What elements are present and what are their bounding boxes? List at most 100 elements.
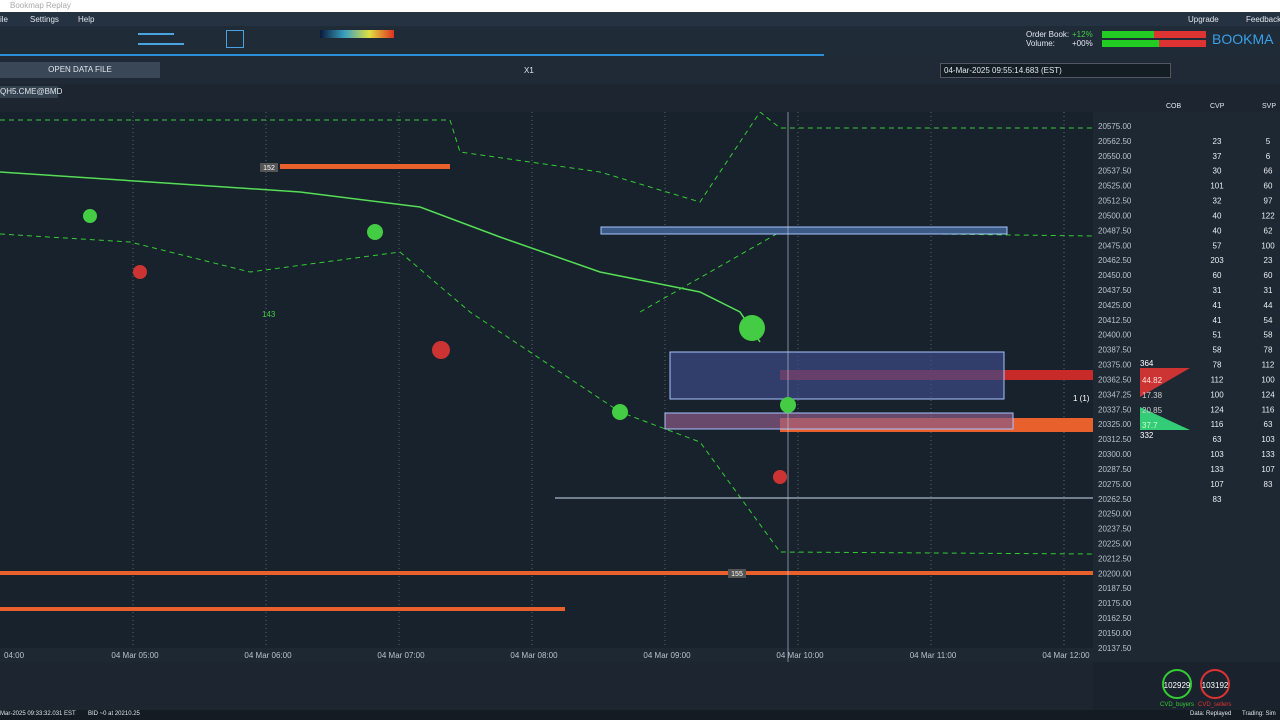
slider[interactable] <box>138 33 174 35</box>
time-label: 04 Mar 05:00 <box>111 651 159 660</box>
menu-bar: ile Settings Help Upgrade Feedback <box>0 12 1280 26</box>
price-label: 20425.00 <box>1098 301 1132 310</box>
volume-value: +00% <box>1072 39 1093 48</box>
band-line <box>639 231 1094 313</box>
slider[interactable] <box>138 43 184 45</box>
heatmap-slider[interactable] <box>320 30 394 38</box>
annotation: 44.82 <box>1142 376 1163 385</box>
annotation: 155 <box>731 571 743 578</box>
annotation: 1 (1) <box>1073 394 1090 403</box>
price-label: 20225.00 <box>1098 539 1132 548</box>
svp-value: 6 <box>1266 152 1271 161</box>
replay-bar: OPEN DATA FILE X1 04-Mar-2025 09:55:14.6… <box>0 56 1280 84</box>
svp-value: 5 <box>1266 137 1271 146</box>
liquidity-bar <box>280 164 450 169</box>
price-label: 20450.00 <box>1098 271 1132 280</box>
price-label: 20175.00 <box>1098 599 1132 608</box>
column-header[interactable]: CVP <box>1210 103 1225 110</box>
column-header[interactable]: SVP <box>1262 103 1276 110</box>
price-label: 20287.50 <box>1098 465 1132 474</box>
indicator-pane <box>0 662 1093 710</box>
price-label: 20462.50 <box>1098 256 1132 265</box>
price-label: 20400.00 <box>1098 331 1132 340</box>
cvp-value: 203 <box>1210 256 1224 265</box>
annotation: 20.85 <box>1142 406 1163 415</box>
price-label: 20550.00 <box>1098 152 1132 161</box>
tool-button[interactable] <box>226 30 244 48</box>
svp-value: 63 <box>1264 420 1273 429</box>
svp-value: 97 <box>1264 197 1273 206</box>
svp-value: 58 <box>1264 331 1273 340</box>
price-label: 20312.50 <box>1098 435 1132 444</box>
time-label: 04 Mar 06:00 <box>244 651 292 660</box>
price-label: 20300.00 <box>1098 450 1132 459</box>
column-header[interactable]: COB <box>1166 103 1182 110</box>
tab-bar: QH5.CME@BMD <box>0 84 1280 112</box>
cob-shape <box>1140 368 1190 397</box>
order-book-value: +12% <box>1072 30 1093 39</box>
price-label: 20200.00 <box>1098 569 1132 578</box>
tab[interactable]: QH5.CME@BMD <box>0 86 63 98</box>
svp-value: 31 <box>1264 286 1273 295</box>
speed[interactable]: X1 <box>524 66 534 75</box>
band-line <box>0 233 1094 555</box>
open-button[interactable]: OPEN DATA FILE <box>0 62 160 78</box>
cvp-value: 100 <box>1210 390 1224 399</box>
price-label: 20262.50 <box>1098 495 1132 504</box>
menu-item[interactable]: Help <box>78 15 95 24</box>
price-label: 20375.00 <box>1098 361 1132 370</box>
menu-item[interactable]: Settings <box>30 15 59 24</box>
datetime-field[interactable]: 04-Mar-2025 09:55:14.683 (EST) <box>940 63 1171 78</box>
legend: CVD_buyers <box>1160 702 1194 708</box>
price-label: 20250.00 <box>1098 510 1132 519</box>
order-book-label: Order Book: <box>1026 30 1070 39</box>
price-label: 20187.50 <box>1098 584 1132 593</box>
legend: CVD_sellers <box>1198 702 1231 708</box>
annotation: 17.38 <box>1142 391 1163 400</box>
menu-item[interactable]: Feedback <box>1246 15 1280 24</box>
bubbles <box>83 209 796 484</box>
price-label: 20347.25 <box>1098 390 1132 399</box>
svp-value: 100 <box>1261 375 1275 384</box>
gauge <box>1200 669 1230 699</box>
cvp-value: 41 <box>1213 301 1222 310</box>
volume-label: Volume: <box>1026 39 1055 48</box>
cvp-value: 58 <box>1213 346 1222 355</box>
price-label: 20237.50 <box>1098 525 1132 534</box>
menu-item[interactable]: Upgrade <box>1188 15 1219 24</box>
cvp-value: 30 <box>1213 167 1222 176</box>
cvp-value: 78 <box>1213 361 1222 370</box>
label-box <box>728 569 746 578</box>
cvp-value: 124 <box>1210 405 1224 414</box>
liquidity-bar <box>0 607 565 611</box>
price-label: 20337.50 <box>1098 405 1132 414</box>
status-data: Data: Replayed <box>1190 711 1232 717</box>
price-label: 20525.00 <box>1098 182 1132 191</box>
menu-item[interactable]: ile <box>0 15 9 24</box>
svp-value: 44 <box>1264 301 1273 310</box>
time-axis <box>0 648 1093 662</box>
svp-value: 122 <box>1261 211 1275 220</box>
price-label: 20325.00 <box>1098 420 1132 429</box>
price-label: 20412.50 <box>1098 316 1132 325</box>
bubble <box>773 470 787 484</box>
annotation: 143 <box>262 310 276 319</box>
cvp-value: 40 <box>1213 226 1222 235</box>
price-label: 20362.50 <box>1098 375 1132 384</box>
liquidity-bar <box>0 571 1093 575</box>
cvp-value: 112 <box>1211 375 1224 384</box>
svp-value: 133 <box>1261 450 1275 459</box>
cvp-value: 107 <box>1210 480 1224 489</box>
status-trading: Trading: Sim <box>1242 711 1276 717</box>
svp-value: 62 <box>1264 226 1273 235</box>
cvp-value: 133 <box>1210 465 1224 474</box>
title-bar: Bookmap Replay <box>0 0 1280 12</box>
cvp-value: 57 <box>1213 241 1222 250</box>
svp-value: 60 <box>1264 182 1273 191</box>
zone-box <box>669 351 1005 400</box>
bubble <box>133 265 147 279</box>
bubble <box>83 209 97 223</box>
cob-shape <box>1140 407 1190 430</box>
cvp-value: 31 <box>1213 286 1222 295</box>
